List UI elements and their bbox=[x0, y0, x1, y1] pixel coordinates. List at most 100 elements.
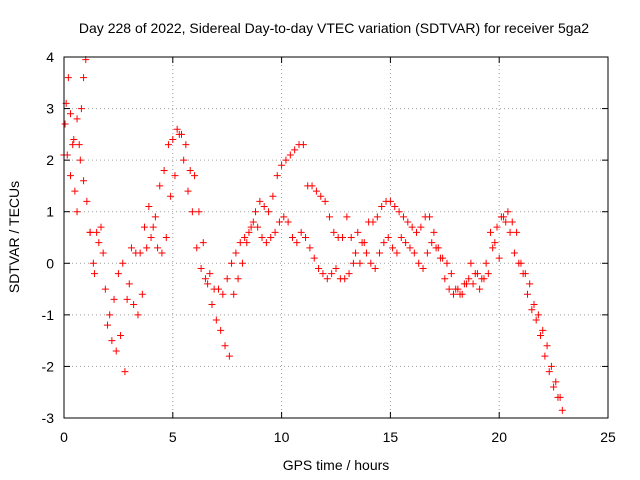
data-point bbox=[428, 239, 436, 247]
data-point bbox=[362, 249, 370, 257]
data-point bbox=[450, 290, 458, 298]
data-points bbox=[60, 56, 566, 414]
data-point bbox=[491, 239, 499, 247]
y-tick-label: 3 bbox=[46, 101, 54, 117]
data-point bbox=[349, 259, 357, 267]
data-point bbox=[269, 192, 277, 200]
data-point bbox=[206, 270, 214, 278]
data-point bbox=[528, 306, 536, 314]
data-point bbox=[358, 239, 366, 247]
data-point bbox=[380, 239, 388, 247]
data-point bbox=[273, 172, 281, 180]
data-point bbox=[493, 223, 501, 231]
x-tick-label: 10 bbox=[274, 429, 290, 445]
data-point bbox=[504, 208, 512, 216]
data-point bbox=[145, 203, 153, 211]
series-2 bbox=[61, 115, 562, 401]
data-point bbox=[445, 285, 453, 293]
data-point bbox=[64, 74, 72, 82]
data-point bbox=[502, 218, 510, 226]
x-tick-label: 5 bbox=[169, 429, 177, 445]
data-point bbox=[182, 141, 190, 149]
data-point bbox=[114, 270, 122, 278]
data-point bbox=[167, 192, 175, 200]
data-point bbox=[151, 213, 159, 221]
y-tick-label: 4 bbox=[46, 49, 54, 65]
data-point bbox=[369, 218, 377, 226]
data-point bbox=[193, 244, 201, 252]
x-tick-label: 0 bbox=[60, 429, 68, 445]
data-point bbox=[121, 368, 129, 376]
data-point bbox=[265, 208, 273, 216]
data-point bbox=[117, 331, 125, 339]
data-point bbox=[134, 311, 142, 319]
data-point bbox=[69, 141, 77, 149]
data-point bbox=[217, 326, 225, 334]
data-point bbox=[110, 295, 118, 303]
data-point bbox=[104, 321, 112, 329]
data-point bbox=[386, 197, 394, 205]
data-point bbox=[171, 172, 179, 180]
data-point bbox=[389, 244, 397, 252]
data-point bbox=[184, 187, 192, 195]
data-point bbox=[530, 301, 538, 309]
y-tick-label: 0 bbox=[46, 255, 54, 271]
data-point bbox=[125, 280, 133, 288]
y-tick-label: -3 bbox=[42, 410, 55, 426]
data-point bbox=[175, 130, 183, 138]
data-point bbox=[315, 264, 323, 272]
data-point bbox=[162, 234, 170, 241]
data-point bbox=[415, 259, 423, 267]
data-point bbox=[267, 234, 275, 241]
grid-lines bbox=[64, 57, 608, 418]
data-point bbox=[86, 228, 94, 236]
data-point bbox=[180, 156, 188, 164]
data-point bbox=[247, 223, 255, 231]
data-point bbox=[147, 234, 155, 241]
data-point bbox=[469, 280, 477, 288]
data-point bbox=[317, 192, 325, 200]
data-point bbox=[271, 228, 279, 236]
data-point bbox=[291, 146, 299, 154]
data-point bbox=[76, 156, 84, 164]
data-point bbox=[384, 234, 392, 241]
data-point bbox=[371, 264, 379, 272]
data-point bbox=[515, 259, 523, 267]
data-point bbox=[188, 208, 196, 216]
data-point bbox=[410, 249, 418, 257]
data-point bbox=[543, 342, 551, 350]
data-point bbox=[221, 342, 229, 350]
data-point bbox=[191, 172, 199, 180]
data-point bbox=[497, 213, 505, 221]
data-point bbox=[278, 161, 286, 169]
data-point bbox=[306, 244, 314, 252]
data-point bbox=[484, 270, 492, 278]
x-tick-label: 20 bbox=[491, 429, 507, 445]
data-point bbox=[554, 393, 562, 401]
data-point bbox=[282, 156, 290, 164]
data-point bbox=[506, 228, 514, 236]
data-point bbox=[432, 244, 440, 252]
data-point bbox=[97, 223, 105, 231]
data-point bbox=[251, 208, 259, 216]
data-point bbox=[393, 249, 401, 257]
data-point bbox=[199, 239, 207, 247]
data-point bbox=[447, 270, 455, 278]
data-point bbox=[367, 259, 375, 267]
data-point bbox=[286, 151, 294, 159]
data-point bbox=[232, 249, 240, 257]
data-point bbox=[77, 105, 85, 113]
data-point bbox=[341, 275, 349, 283]
data-point bbox=[397, 234, 405, 241]
data-point bbox=[391, 203, 399, 211]
data-point bbox=[321, 197, 329, 205]
data-point bbox=[230, 290, 238, 298]
data-point bbox=[70, 136, 78, 144]
data-point bbox=[130, 301, 138, 309]
data-point bbox=[71, 187, 79, 195]
data-point bbox=[443, 259, 451, 267]
data-point bbox=[143, 244, 151, 252]
data-point bbox=[160, 166, 168, 174]
data-point bbox=[106, 311, 114, 319]
